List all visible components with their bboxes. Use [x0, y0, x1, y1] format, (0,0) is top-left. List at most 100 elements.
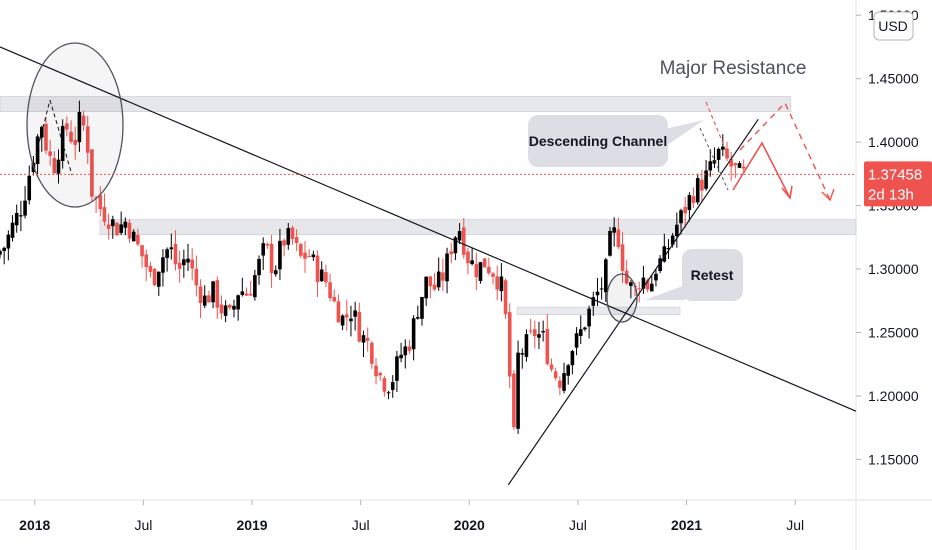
retest-zone [516, 306, 681, 316]
candle-body [282, 240, 286, 246]
candle-body [303, 252, 307, 259]
candle-body [578, 329, 583, 336]
candle-body [399, 354, 403, 359]
current-price-value: 1.37458 [868, 166, 922, 183]
candle-body [616, 229, 621, 248]
candle-body [336, 301, 341, 323]
candle-body [612, 227, 616, 233]
candle-body [403, 346, 408, 356]
candle-body [725, 148, 729, 159]
candle-body [649, 283, 654, 292]
candle-body [374, 365, 378, 377]
candle-body [670, 235, 675, 245]
candle-body [365, 337, 370, 341]
candle-body [679, 210, 683, 224]
time-tick-label: Jul [134, 517, 152, 533]
candle-body [553, 371, 558, 379]
candle-body [152, 269, 157, 286]
candle-body [570, 351, 575, 366]
candle-body [645, 280, 650, 290]
candle-body [265, 243, 270, 246]
candle-body [424, 276, 428, 299]
candle-body [73, 139, 78, 145]
descending-trendline[interactable] [0, 46, 857, 412]
candle-body [691, 196, 696, 203]
candle-body [131, 231, 136, 242]
price-tick-label: 1.20000 [868, 388, 919, 404]
candle-body [453, 237, 458, 254]
candle-body [290, 227, 295, 239]
candle-body [721, 146, 725, 150]
candle-body [161, 257, 165, 273]
candle-body [432, 284, 437, 290]
candle-body [733, 163, 738, 166]
candle-body [48, 151, 52, 156]
channel-dash-left [35, 99, 51, 156]
price-tick-label: 1.25000 [868, 324, 919, 340]
candle-body [457, 231, 462, 241]
candle-body [202, 295, 207, 306]
candle-body [278, 240, 282, 270]
candle-body [173, 243, 178, 265]
candle-body [687, 195, 692, 211]
retest-circle [606, 273, 638, 323]
double-top-circle [26, 42, 124, 208]
candle-body [528, 330, 533, 332]
candle-body [90, 149, 94, 197]
candle-body [286, 228, 291, 245]
ascending-trendline[interactable] [507, 118, 759, 486]
current-price-label-bg [864, 161, 932, 207]
descending-channel-callout[interactable]: Descending Channel [528, 115, 704, 167]
currency-badge-box [873, 11, 914, 41]
candle-body [140, 245, 144, 257]
candle-body [708, 161, 713, 171]
candle-body [319, 269, 324, 282]
candle-body [491, 273, 495, 277]
projection-dashed-path [739, 101, 831, 201]
candle-body [361, 335, 366, 343]
candle-body [165, 249, 169, 258]
candle-body [182, 259, 186, 266]
channel-dash-right-top [705, 101, 733, 166]
candle-body [390, 382, 395, 390]
candle-body [629, 282, 633, 286]
candle-body [683, 206, 688, 214]
currency-badge[interactable]: USD [873, 11, 914, 41]
time-tick-label: Jul [352, 517, 370, 533]
candle-body [349, 318, 353, 322]
candle-body [136, 234, 140, 245]
candle-body [14, 213, 19, 226]
candle-body [704, 170, 708, 189]
candle-body [169, 247, 174, 250]
retest-callout[interactable]: Retest [645, 249, 743, 301]
candle-body [344, 314, 349, 318]
candle-body [35, 136, 40, 165]
candle-body [111, 219, 115, 227]
candle-body [591, 297, 596, 306]
candle-body [127, 222, 132, 239]
candle-body [232, 305, 236, 310]
currency-label: USD [878, 18, 908, 34]
candle-body [662, 246, 667, 262]
candle-body [123, 221, 128, 228]
candle-body [211, 281, 215, 303]
candle-body [482, 258, 487, 268]
candle-body [353, 310, 357, 317]
candle-body [574, 333, 579, 348]
candle-body [608, 230, 612, 256]
projection-solid-path [732, 141, 791, 199]
candle-body [741, 166, 746, 169]
candle-body [520, 353, 525, 355]
candle-body [94, 197, 98, 199]
candle-body [503, 280, 508, 315]
candle-body [466, 251, 470, 264]
candle-body [328, 282, 332, 299]
candles [0, 100, 746, 434]
candle-body [186, 258, 190, 263]
candle-body [44, 123, 48, 151]
candle-body [562, 373, 566, 391]
candle-body [253, 275, 257, 298]
price-tick-label: 1.40000 [868, 134, 919, 150]
candle-body [27, 175, 32, 201]
